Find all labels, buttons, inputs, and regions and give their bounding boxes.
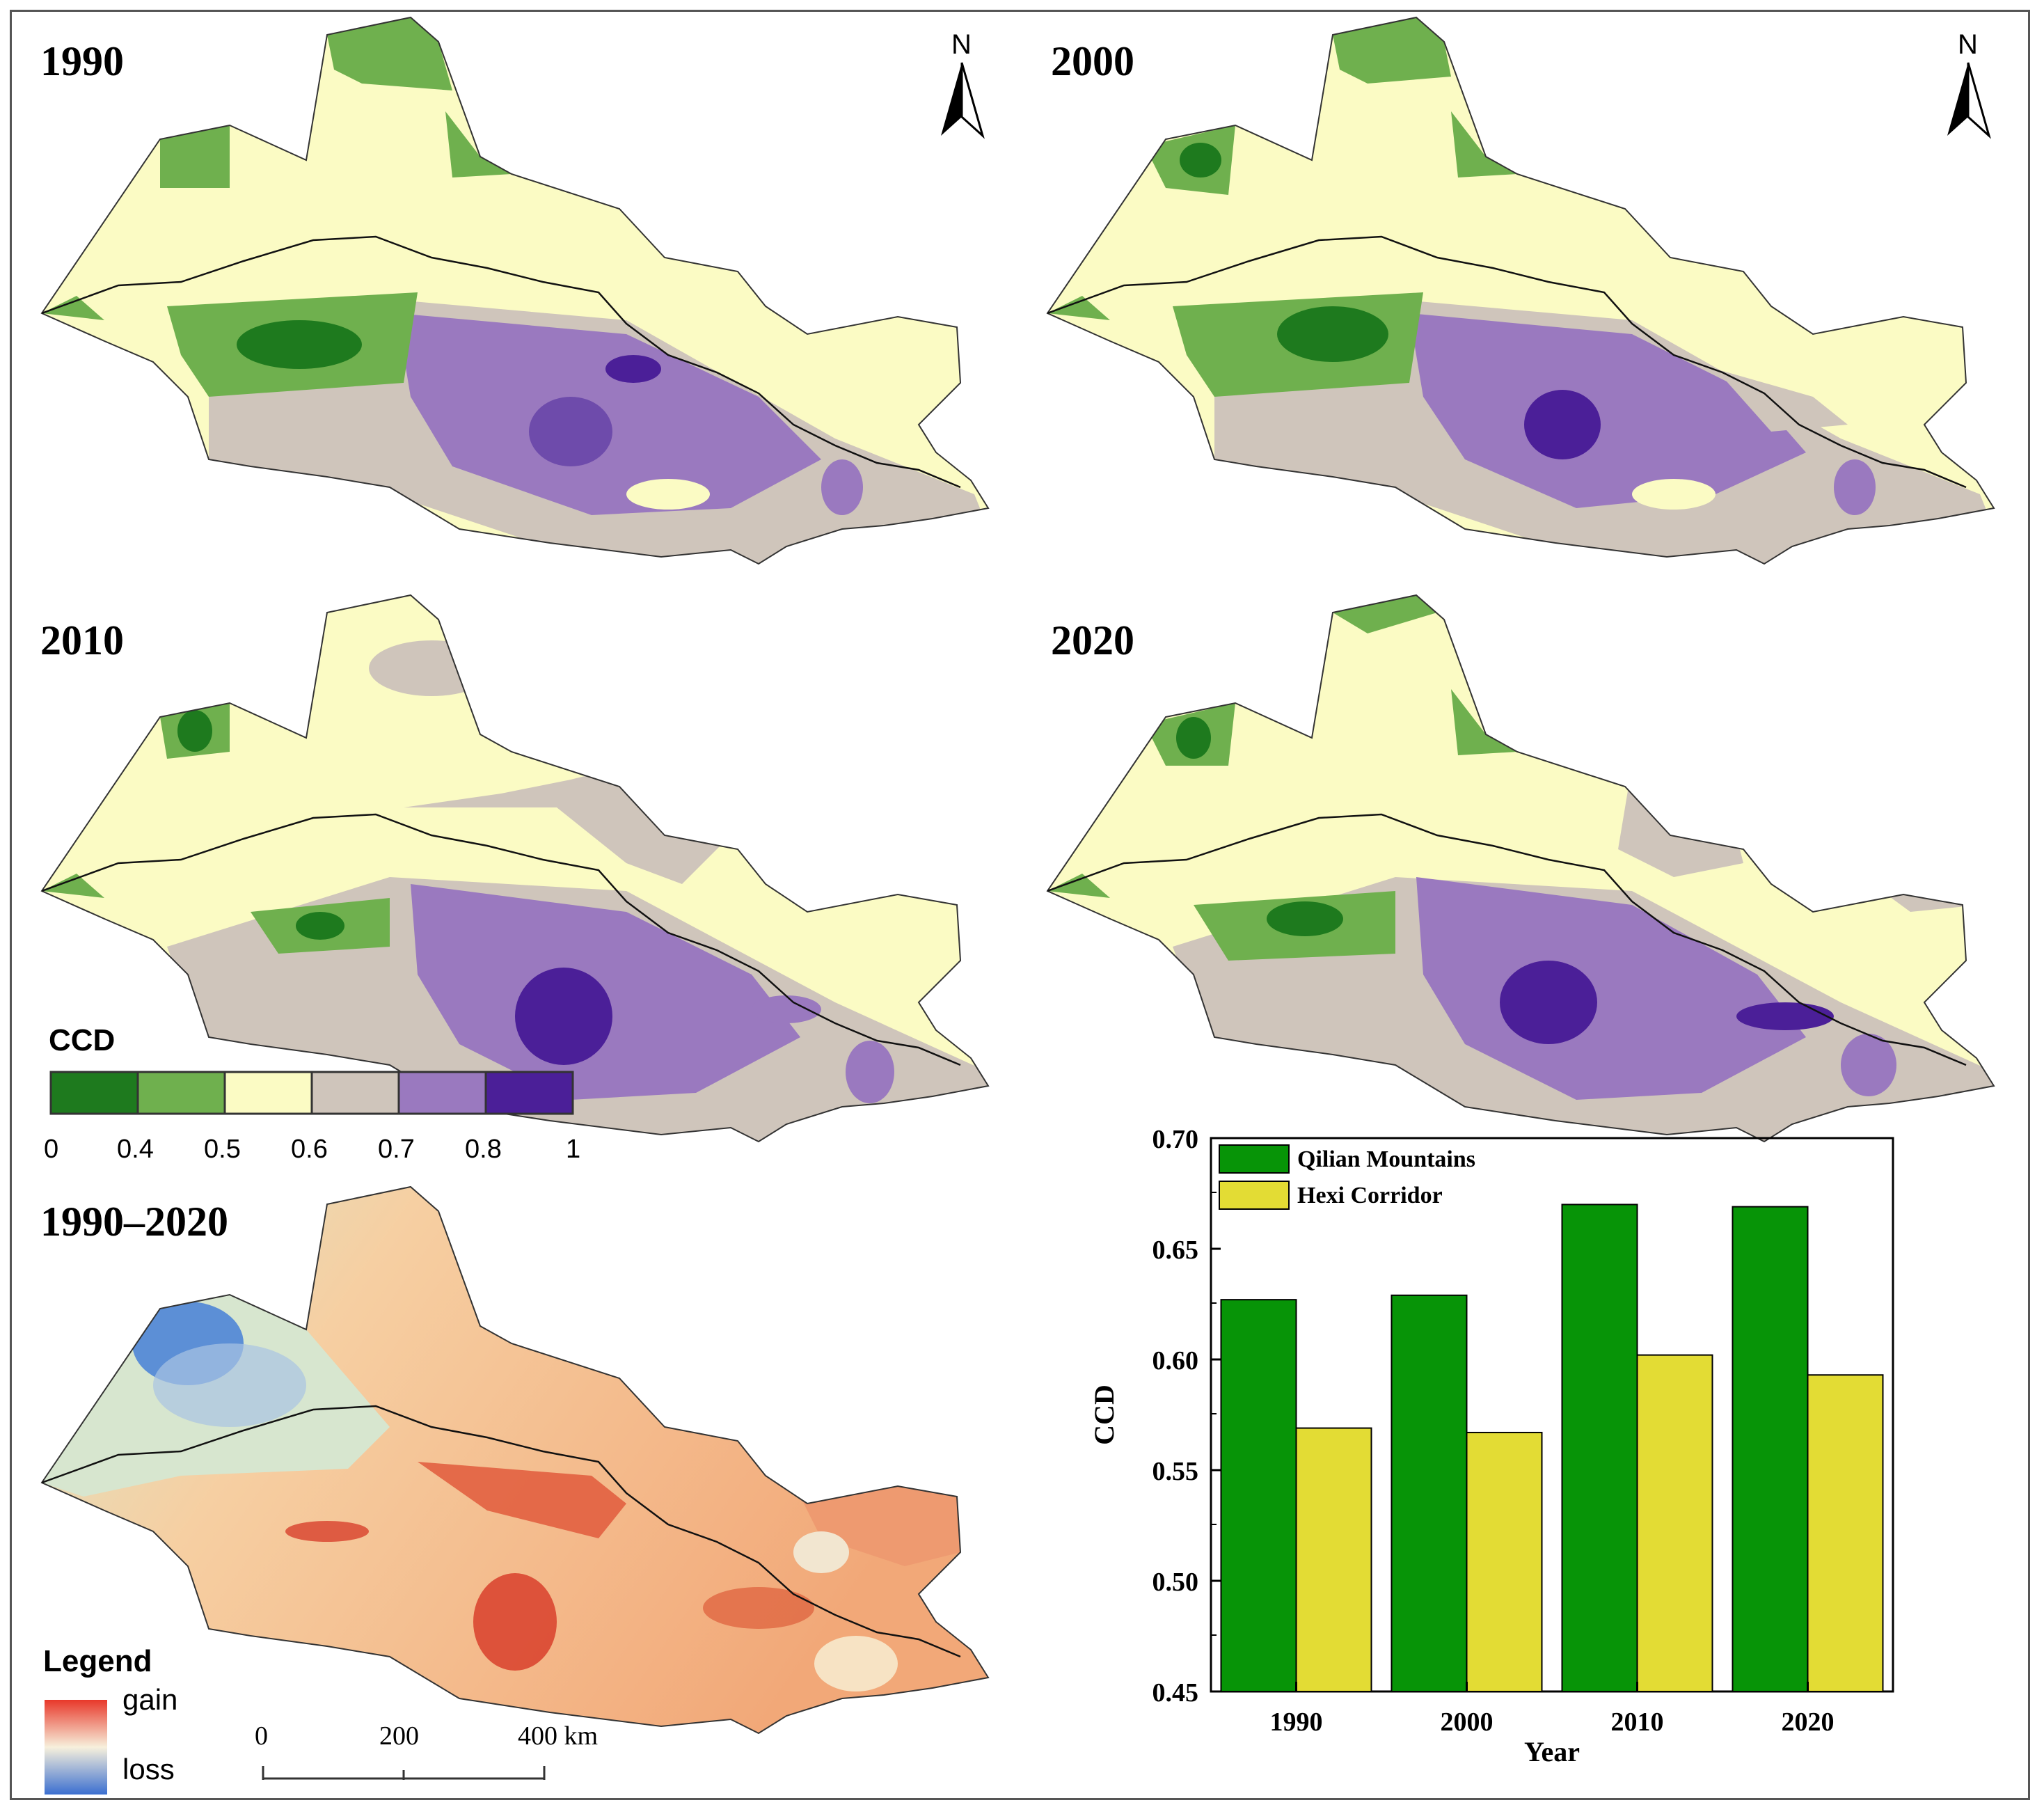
x-tick-label: 2000	[1441, 1707, 1494, 1737]
ccd-class-3	[310, 1071, 400, 1115]
x-tick-label: 2010	[1611, 1707, 1664, 1737]
map-2000	[1046, 17, 1995, 565]
y-axis-label: CCD	[1088, 1385, 1120, 1445]
map-1990	[40, 17, 989, 565]
y-tick-label: 0.45	[1152, 1678, 1199, 1707]
y-tick-label: 0.55	[1152, 1457, 1199, 1486]
figure-frame	[10, 10, 2030, 1800]
ccd-tick-label: 0.7	[378, 1135, 415, 1164]
ccd-color-bar	[49, 1071, 574, 1115]
ccd-tick-label: 0.5	[204, 1135, 241, 1164]
y-tick-label: 0.50	[1152, 1568, 1199, 1597]
loss-label: loss	[122, 1753, 175, 1785]
north-letter-2: N	[1958, 29, 1978, 60]
map-change	[40, 1186, 989, 1734]
ccd-tick-label: 0.4	[117, 1135, 154, 1164]
map-2020	[1046, 594, 1995, 1142]
north-arrow-icon	[1947, 62, 1991, 139]
panel-label-2020: 2020	[1051, 617, 1134, 663]
bar-qilian-mountains-2000	[1391, 1294, 1468, 1692]
ccd-tick-label: 0.8	[465, 1135, 502, 1164]
scale-tick-200: 200	[379, 1721, 419, 1751]
bar-qilian-mountains-2010	[1561, 1204, 1638, 1692]
bar-hexi-corridor-2010	[1636, 1354, 1713, 1692]
north-arrow-icon	[941, 62, 985, 139]
y-tick-label: 0.60	[1152, 1346, 1199, 1375]
ccd-class-5	[484, 1071, 574, 1115]
ccd-legend-title: CCD	[49, 1023, 116, 1057]
ccd-tick-label: 0.6	[291, 1135, 328, 1164]
scale-tick-400: 400 km	[518, 1721, 599, 1751]
change-legend-title: Legend	[43, 1644, 152, 1678]
y-tick-label: 0.70	[1152, 1125, 1199, 1154]
legend-label: Hexi Corridor	[1297, 1183, 1443, 1208]
gain-loss-gradient	[45, 1700, 107, 1795]
ccd-class-1	[136, 1071, 226, 1115]
bar-qilian-mountains-1990	[1220, 1299, 1297, 1692]
bar-hexi-corridor-2020	[1807, 1374, 1884, 1692]
ccd-tick-label: 1	[566, 1135, 581, 1164]
panel-label-2000: 2000	[1051, 38, 1134, 84]
legend-swatch	[1219, 1181, 1290, 1210]
north-letter-1: N	[951, 29, 972, 60]
ccd-class-0	[49, 1071, 139, 1115]
legend-label: Qilian Mountains	[1297, 1146, 1475, 1172]
plot-frame	[1210, 1137, 1894, 1693]
panel-label-1990: 1990	[40, 38, 124, 84]
bar-hexi-corridor-2000	[1466, 1431, 1543, 1692]
x-axis-label: Year	[1524, 1736, 1580, 1767]
ccd-class-4	[397, 1071, 487, 1115]
gain-label: gain	[122, 1683, 178, 1716]
x-tick-label: 2020	[1782, 1707, 1835, 1737]
ccd-class-2	[223, 1071, 313, 1115]
ccd-tick-label: 0	[44, 1135, 59, 1164]
panel-label-2010: 2010	[40, 617, 124, 663]
bar-hexi-corridor-1990	[1295, 1427, 1372, 1692]
map-2010	[40, 594, 989, 1142]
legend-swatch	[1219, 1144, 1290, 1174]
x-tick-label: 1990	[1270, 1707, 1323, 1737]
y-tick-label: 0.65	[1152, 1236, 1199, 1265]
bar-qilian-mountains-2020	[1732, 1206, 1809, 1692]
scale-bar	[262, 1766, 546, 1780]
ccd-bar-chart: 0.45 0.50 0.55 0.60 0.65 0.70 1990 2000 2010 2020…	[1088, 1125, 1894, 1767]
scale-tick-0: 0	[255, 1721, 268, 1751]
panel-label-change: 1990–2020	[40, 1199, 228, 1245]
